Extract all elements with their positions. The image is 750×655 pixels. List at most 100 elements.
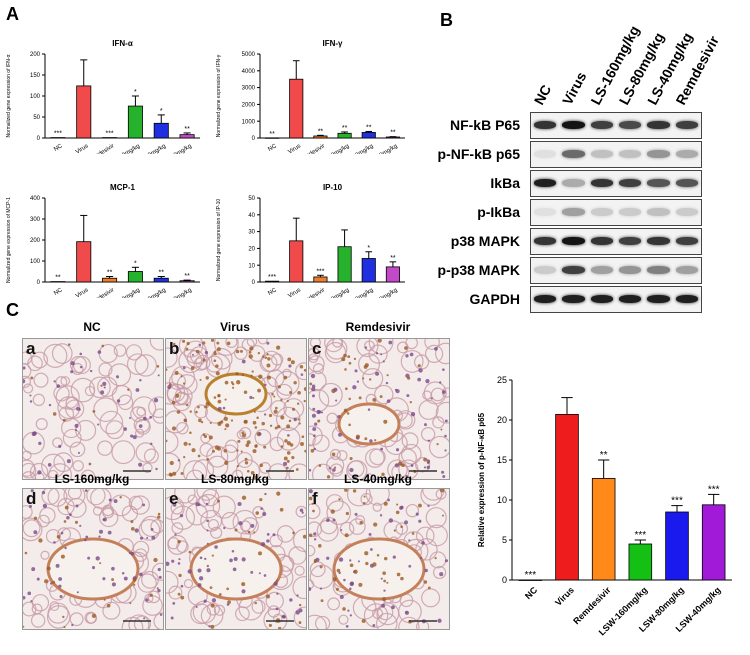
nucleus	[370, 548, 373, 551]
y-tick-label: 50	[33, 115, 40, 121]
nucleus	[395, 510, 400, 515]
nucleus	[75, 504, 79, 508]
bar	[50, 281, 66, 283]
nucleus	[168, 472, 173, 477]
alveolus	[189, 346, 208, 365]
nucleus	[53, 541, 56, 544]
nucleus	[33, 516, 38, 520]
nucleus	[301, 511, 304, 514]
nucleus	[336, 568, 341, 573]
nucleus	[423, 580, 428, 584]
alveolus	[200, 509, 223, 532]
nucleus	[244, 461, 249, 465]
alveolus	[309, 347, 321, 361]
nucleus	[313, 538, 317, 541]
nucleus	[310, 449, 315, 453]
nucleus	[407, 376, 411, 380]
alveolus	[69, 441, 86, 458]
blot-strip	[530, 170, 702, 197]
nucleus	[292, 531, 296, 535]
alveolus	[195, 493, 221, 519]
alveolus	[40, 550, 50, 560]
nucleus	[408, 564, 412, 568]
nucleus	[253, 475, 257, 479]
nucleus	[189, 410, 192, 413]
nucleus	[427, 504, 430, 508]
nucleus	[309, 587, 312, 591]
blot-band	[619, 179, 642, 187]
alveolus	[288, 546, 306, 565]
alveolus	[405, 503, 420, 518]
nucleus	[258, 374, 263, 379]
alveolus	[23, 505, 33, 519]
nucleus	[343, 408, 348, 413]
nucleus	[373, 522, 378, 527]
nucleus	[349, 559, 352, 562]
alveolus	[356, 339, 379, 358]
nucleus	[174, 533, 177, 536]
alveolus	[166, 347, 178, 368]
nucleus	[379, 395, 383, 398]
nucleus	[172, 602, 176, 605]
nucleus	[277, 626, 282, 629]
nucleus	[95, 556, 100, 561]
bar	[701, 504, 726, 581]
alveolus	[166, 430, 179, 454]
nucleus	[185, 347, 189, 351]
nucleus	[280, 415, 285, 420]
alveolus	[433, 565, 447, 580]
alveolus	[225, 339, 238, 348]
nucleus	[214, 445, 220, 450]
blot-band	[675, 121, 698, 129]
nucleus	[297, 418, 300, 421]
nucleus	[224, 428, 227, 431]
alveolus	[398, 459, 419, 479]
nucleus	[216, 499, 221, 503]
nucleus	[248, 354, 253, 359]
nucleus	[382, 597, 386, 602]
nucleus	[418, 503, 422, 508]
nucleus	[38, 441, 42, 446]
lane-labels: NC VirusLS-160mg/kgLS-80mg/kgLS-40mg/kgRe…	[531, 23, 720, 107]
nucleus	[211, 598, 217, 603]
alveolus	[46, 605, 71, 629]
nucleus	[309, 489, 313, 494]
bar	[337, 132, 352, 139]
nucleus	[29, 400, 33, 403]
nucleus	[240, 349, 243, 353]
nucleus	[288, 419, 292, 423]
nucleus	[386, 399, 391, 403]
blot-band	[675, 208, 698, 216]
nucleus	[440, 428, 443, 431]
nucleus	[157, 512, 161, 516]
blot-strip	[530, 257, 702, 284]
nucleus	[237, 439, 241, 443]
alveolus	[292, 576, 306, 600]
nucleus	[206, 529, 209, 532]
nucleus	[74, 520, 78, 524]
alveolus	[39, 507, 56, 524]
nucleus	[121, 571, 125, 575]
nucleus	[24, 551, 28, 555]
nucleus	[129, 416, 132, 420]
significance-label: *	[367, 245, 370, 252]
alveolus	[327, 597, 341, 611]
nucleus	[115, 375, 120, 379]
y-tick-label: 10	[248, 263, 255, 269]
nucleus	[411, 532, 415, 535]
nucleus	[392, 555, 396, 559]
nucleus	[266, 532, 270, 536]
nucleus	[188, 442, 191, 446]
nucleus	[354, 369, 358, 373]
nucleus	[291, 407, 296, 411]
bar	[385, 266, 400, 283]
y-tick-label: 100	[30, 259, 41, 265]
nucleus	[99, 562, 102, 565]
alveolus	[128, 614, 150, 629]
nucleus	[119, 496, 122, 499]
micrograph-title: NC	[83, 320, 101, 334]
nucleus	[353, 357, 357, 360]
nucleus	[382, 571, 386, 576]
nucleus	[375, 352, 379, 355]
nucleus	[252, 420, 257, 425]
